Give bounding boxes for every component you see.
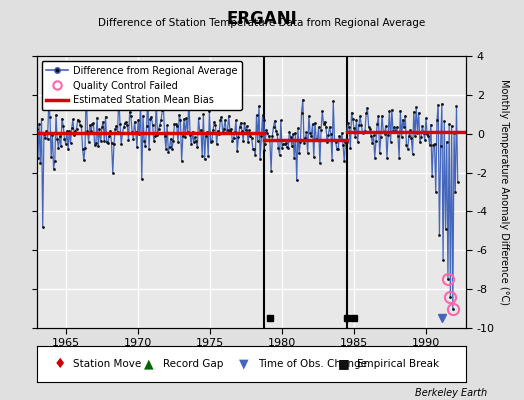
Text: ▼: ▼ xyxy=(238,358,248,370)
Text: Record Gap: Record Gap xyxy=(163,359,224,369)
Text: Time of Obs. Change: Time of Obs. Change xyxy=(258,359,367,369)
Text: ▲: ▲ xyxy=(144,358,154,370)
Text: ERGANI: ERGANI xyxy=(226,10,298,28)
Text: Difference of Station Temperature Data from Regional Average: Difference of Station Temperature Data f… xyxy=(99,18,425,28)
Text: Empirical Break: Empirical Break xyxy=(357,359,439,369)
Text: ♦: ♦ xyxy=(54,357,67,371)
Y-axis label: Monthly Temperature Anomaly Difference (°C): Monthly Temperature Anomaly Difference (… xyxy=(499,79,509,305)
Text: ■: ■ xyxy=(337,358,349,370)
Legend: Difference from Regional Average, Quality Control Failed, Estimated Station Mean: Difference from Regional Average, Qualit… xyxy=(41,61,242,110)
Text: Berkeley Earth: Berkeley Earth xyxy=(415,388,487,398)
Text: Station Move: Station Move xyxy=(73,359,141,369)
